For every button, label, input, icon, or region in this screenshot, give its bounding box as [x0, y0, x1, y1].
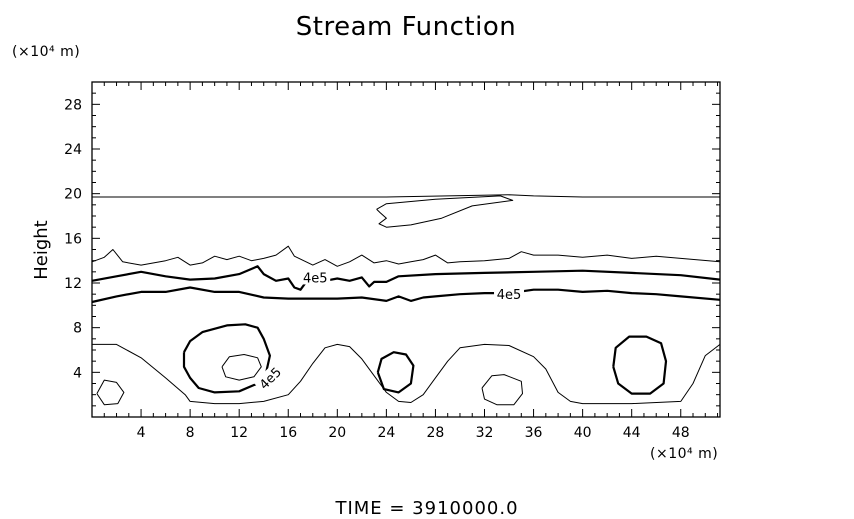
- contour-line-11: [96, 379, 125, 406]
- x-tick-label: 32: [476, 425, 494, 441]
- contour-line-2: [376, 195, 514, 228]
- x-tick-label: 16: [279, 425, 297, 441]
- x-tick-label: 28: [427, 425, 445, 441]
- contour-lines: [91, 194, 721, 406]
- y-axis-title: Height: [31, 220, 52, 280]
- time-label: TIME = 3910000.0: [335, 498, 519, 519]
- y-tick-label: 16: [64, 231, 82, 247]
- x-axis-unit-label: (×10⁴ m): [650, 446, 719, 462]
- contour-line-4: [91, 265, 721, 291]
- x-tick-label: 40: [574, 425, 592, 441]
- y-tick-label: 24: [64, 142, 82, 158]
- chart-title: Stream Function: [295, 12, 517, 42]
- y-tick-label: 8: [73, 321, 82, 337]
- y-axis-unit-label: (×10⁴ m): [12, 44, 81, 60]
- y-tick-label: 12: [64, 276, 82, 292]
- contour-line-8: [221, 354, 262, 381]
- contour-line-5: [91, 286, 721, 304]
- x-tick-label: 8: [186, 425, 195, 441]
- x-tick-label: 4: [137, 425, 146, 441]
- y-tick-label: 4: [73, 365, 82, 381]
- contour-label-bg-1: [300, 269, 331, 285]
- contour-line-1: [92, 194, 720, 198]
- y-tick-label: 28: [64, 97, 82, 113]
- contour-line-3: [91, 245, 721, 267]
- contour-label-bg-3: [253, 361, 286, 394]
- contour-line-7: [182, 323, 271, 394]
- contour-label-2: 4e5: [497, 288, 522, 303]
- x-tick-label: 48: [672, 425, 690, 441]
- x-tick-label: 20: [328, 425, 346, 441]
- plot-frame: [91, 81, 721, 418]
- x-tick-label: 36: [525, 425, 543, 441]
- contour-label-1: 4e5: [303, 271, 328, 286]
- contour-line-10: [612, 335, 668, 395]
- contour-line-9: [376, 351, 415, 394]
- x-tick-label: 24: [377, 425, 395, 441]
- x-tick-label: 44: [623, 425, 641, 441]
- contour-line-6: [92, 343, 721, 405]
- contour-line-12: [481, 374, 523, 406]
- contour-label-bg-2: [494, 286, 525, 302]
- x-tick-label: 12: [230, 425, 248, 441]
- y-tick-label: 20: [64, 187, 82, 203]
